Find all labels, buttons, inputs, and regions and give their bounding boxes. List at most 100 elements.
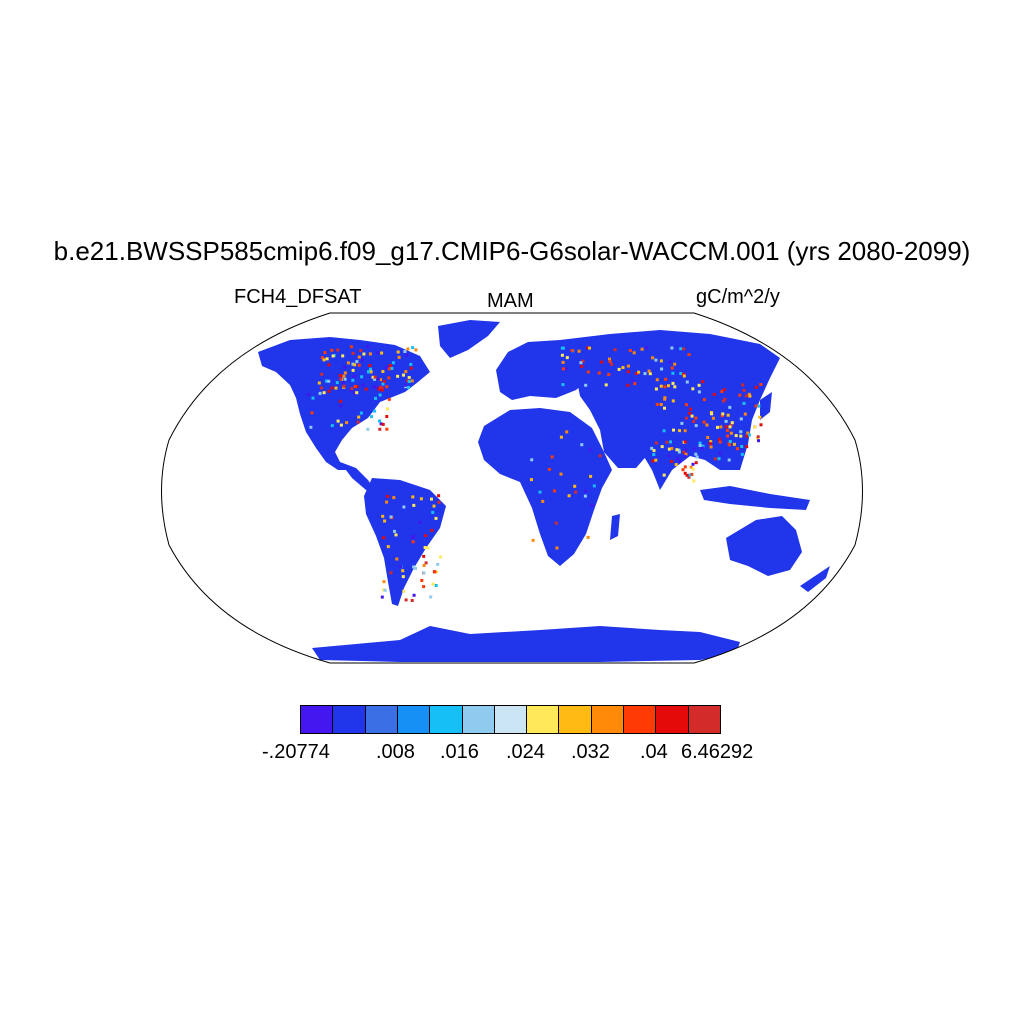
- hotspot-cell: [633, 382, 637, 386]
- hotspot-cell: [673, 385, 677, 389]
- hotspot-cell: [701, 380, 705, 384]
- hotspot-cell: [722, 399, 725, 403]
- hotspot-cell: [561, 360, 565, 364]
- hotspot-cell: [412, 534, 416, 538]
- hotspot-cell: [674, 463, 678, 467]
- hotspot-cell: [339, 399, 343, 403]
- hotspot-cell: [390, 367, 394, 370]
- hotspot-cell: [667, 384, 670, 388]
- hotspot-cell: [409, 366, 413, 370]
- hotspot-cell: [574, 490, 578, 494]
- colorbar-swatch: [526, 705, 560, 734]
- hotspot-cell: [407, 380, 411, 383]
- hotspot-cell: [680, 421, 684, 425]
- variable-label: FCH4_DFSAT: [234, 286, 362, 308]
- hotspot-cell: [385, 366, 388, 370]
- hotspot-cell: [604, 383, 608, 387]
- hotspot-cell: [740, 445, 744, 448]
- hotspot-cell: [691, 467, 695, 471]
- hotspot-cell: [355, 385, 359, 389]
- hotspot-cell: [431, 582, 435, 586]
- hotspot-cell: [685, 380, 689, 384]
- hotspot-cell: [567, 494, 571, 498]
- hotspot-cell: [746, 431, 750, 435]
- hotspot-cell: [317, 381, 321, 385]
- season-label: MAM: [487, 290, 534, 312]
- hotspot-cell: [586, 370, 590, 374]
- hotspot-cell: [360, 375, 364, 379]
- hotspot-cell: [561, 367, 565, 371]
- hotspot-cell: [367, 370, 370, 374]
- hotspot-cell: [422, 571, 426, 575]
- hotspot-cell: [667, 454, 671, 458]
- hotspot-cell: [322, 391, 326, 395]
- hotspot-cell: [647, 369, 651, 373]
- colorbar-swatch: [396, 705, 431, 734]
- hotspot-cell: [435, 570, 438, 574]
- hotspot-cell: [573, 484, 577, 488]
- hotspot-cell: [321, 356, 324, 360]
- hotspot-cell: [385, 415, 389, 418]
- hotspot-cell: [685, 473, 689, 477]
- hotspot-cell: [718, 437, 721, 441]
- hotspot-cell: [753, 425, 757, 429]
- hotspot-cell: [689, 465, 693, 469]
- hotspot-cell: [757, 404, 761, 408]
- hotspot-cell: [651, 356, 655, 360]
- hotspot-cell: [339, 377, 343, 381]
- hotspot-cell: [359, 411, 363, 415]
- colorbar-swatch: [332, 705, 366, 734]
- hotspot-cell: [583, 494, 587, 498]
- hotspot-cell: [682, 372, 685, 376]
- hotspot-cell: [341, 381, 345, 385]
- hotspot-cell: [662, 473, 666, 477]
- hotspot-cell: [380, 351, 384, 355]
- hotspot-cell: [672, 428, 675, 432]
- hotspot-cell: [378, 419, 381, 423]
- hotspot-cell: [431, 510, 435, 514]
- hotspot-cell: [670, 346, 674, 350]
- hotspot-cell: [369, 367, 372, 371]
- hotspot-cell: [677, 450, 681, 454]
- hotspot-cell: [409, 362, 413, 366]
- hotspot-cell: [687, 473, 691, 477]
- hotspot-cell: [424, 561, 428, 565]
- hotspot-cell: [564, 367, 568, 371]
- hotspot-cell: [353, 363, 357, 367]
- hotspot-cell: [671, 381, 675, 385]
- hotspot-cell: [584, 489, 588, 493]
- hotspot-cell: [387, 367, 391, 371]
- hotspot-cell: [683, 465, 687, 469]
- hotspot-cell: [671, 399, 675, 403]
- hotspot-cell: [386, 545, 390, 549]
- hotspot-cell: [385, 427, 389, 431]
- hotspot-cell: [726, 434, 730, 438]
- hotspot-cell: [401, 575, 405, 579]
- hotspot-cell: [747, 433, 751, 437]
- hotspot-cell: [378, 427, 382, 431]
- hotspot-cell: [669, 440, 672, 444]
- hotspot-cell: [330, 424, 334, 428]
- antarctica: [312, 626, 740, 662]
- hotspot-cell: [399, 565, 403, 569]
- hotspot-cell: [392, 496, 396, 500]
- hotspot-cell: [379, 385, 382, 389]
- hotspot-cell: [724, 425, 728, 429]
- new-zealand: [800, 566, 830, 592]
- hotspot-cell: [663, 385, 667, 389]
- hotspot-cell: [739, 434, 743, 438]
- hotspot-cell: [353, 391, 356, 395]
- hotspot-cell: [702, 420, 706, 424]
- hotspot-cell: [323, 351, 327, 355]
- hotspot-cell: [434, 516, 438, 520]
- hotspot-cell: [745, 434, 749, 438]
- hotspot-cell: [708, 442, 712, 446]
- hotspot-cell: [349, 345, 353, 349]
- colorbar-swatch: [429, 705, 463, 734]
- hotspot-cell: [635, 372, 639, 375]
- hotspot-cell: [322, 358, 326, 362]
- hotspot-cell: [586, 535, 590, 539]
- hotspot-cell: [374, 396, 377, 400]
- hotspot-cell: [310, 411, 314, 415]
